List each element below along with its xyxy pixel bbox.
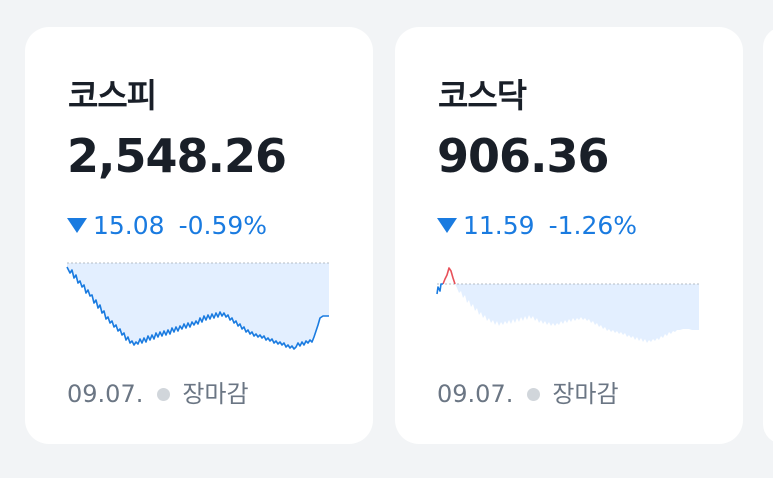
sparkline-line bbox=[66, 266, 329, 350]
down-triangle-icon bbox=[437, 218, 457, 233]
market-date: 09.07. bbox=[437, 380, 514, 408]
index-value: 906.36 bbox=[437, 129, 610, 183]
sparkline-area bbox=[67, 263, 329, 349]
index-change: 11.59 -1.26% bbox=[437, 213, 637, 238]
market-status: 09.07. 장마감 bbox=[437, 382, 619, 406]
index-name: 코스닥 bbox=[438, 76, 527, 115]
market-status: 09.07. 장마감 bbox=[67, 382, 249, 406]
sparkline-chart bbox=[66, 262, 329, 350]
market-status-label: 장마감 bbox=[182, 380, 249, 408]
change-amount: 11.59 bbox=[463, 211, 535, 240]
market-date: 09.07. bbox=[67, 380, 144, 408]
sparkline-area bbox=[455, 284, 699, 343]
change-amount: 15.08 bbox=[93, 211, 165, 240]
change-percent: -1.26% bbox=[548, 211, 638, 240]
dot-icon bbox=[157, 387, 171, 401]
index-change: 15.08 -0.59% bbox=[67, 213, 267, 238]
index-name: 코스피 bbox=[68, 76, 157, 115]
market-status-label: 장마감 bbox=[552, 380, 619, 408]
sparkline-line bbox=[436, 283, 443, 295]
dot-icon bbox=[527, 387, 541, 401]
index-card-partial[interactable] bbox=[763, 27, 773, 444]
sparkline-chart bbox=[436, 267, 699, 343]
sparkline-line-up bbox=[442, 267, 456, 285]
index-card-kosdaq[interactable]: 코스닥 906.36 11.59 -1.26% 09.07. 장마감 bbox=[395, 27, 743, 444]
change-percent: -0.59% bbox=[178, 211, 268, 240]
down-triangle-icon bbox=[67, 218, 87, 233]
index-value: 2,548.26 bbox=[67, 129, 287, 183]
index-card-kospi[interactable]: 코스피 2,548.26 15.08 -0.59% 09.07. 장마감 bbox=[25, 27, 373, 444]
